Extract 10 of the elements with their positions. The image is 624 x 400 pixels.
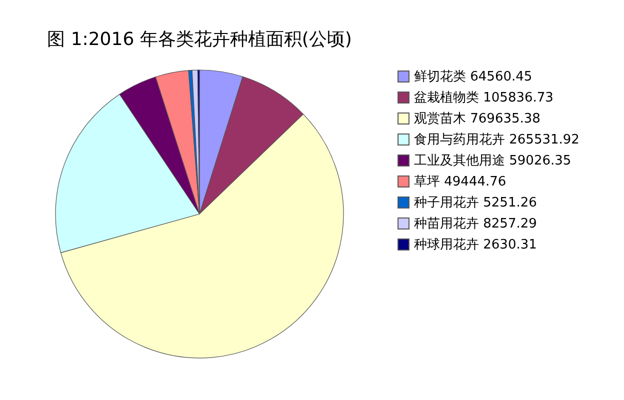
legend-label: 鲜切花类 64560.45: [414, 70, 532, 84]
legend-label: 草坪 49444.76: [414, 174, 506, 190]
legend-label: 观赏苗木 769635.38: [414, 112, 540, 126]
legend-label: 种苗用花卉 8257.29: [414, 216, 537, 232]
legend-label: 种子用花卉 5251.26: [414, 196, 537, 210]
legend-label: 食用与药用花卉 265531.92: [414, 132, 580, 148]
legend-label: 种球用花卉 2630.31: [414, 238, 537, 252]
chart-title: 图 1:2016 年各类花卉种植面积(公顷): [47, 28, 352, 50]
legend-label: 盆栽植物类 105836.73: [414, 90, 554, 106]
legend-label: 工业及其他用途 59026.35: [414, 154, 572, 168]
